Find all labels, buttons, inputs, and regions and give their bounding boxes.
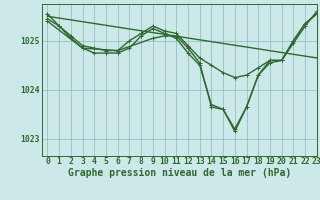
X-axis label: Graphe pression niveau de la mer (hPa): Graphe pression niveau de la mer (hPa): [68, 168, 291, 178]
